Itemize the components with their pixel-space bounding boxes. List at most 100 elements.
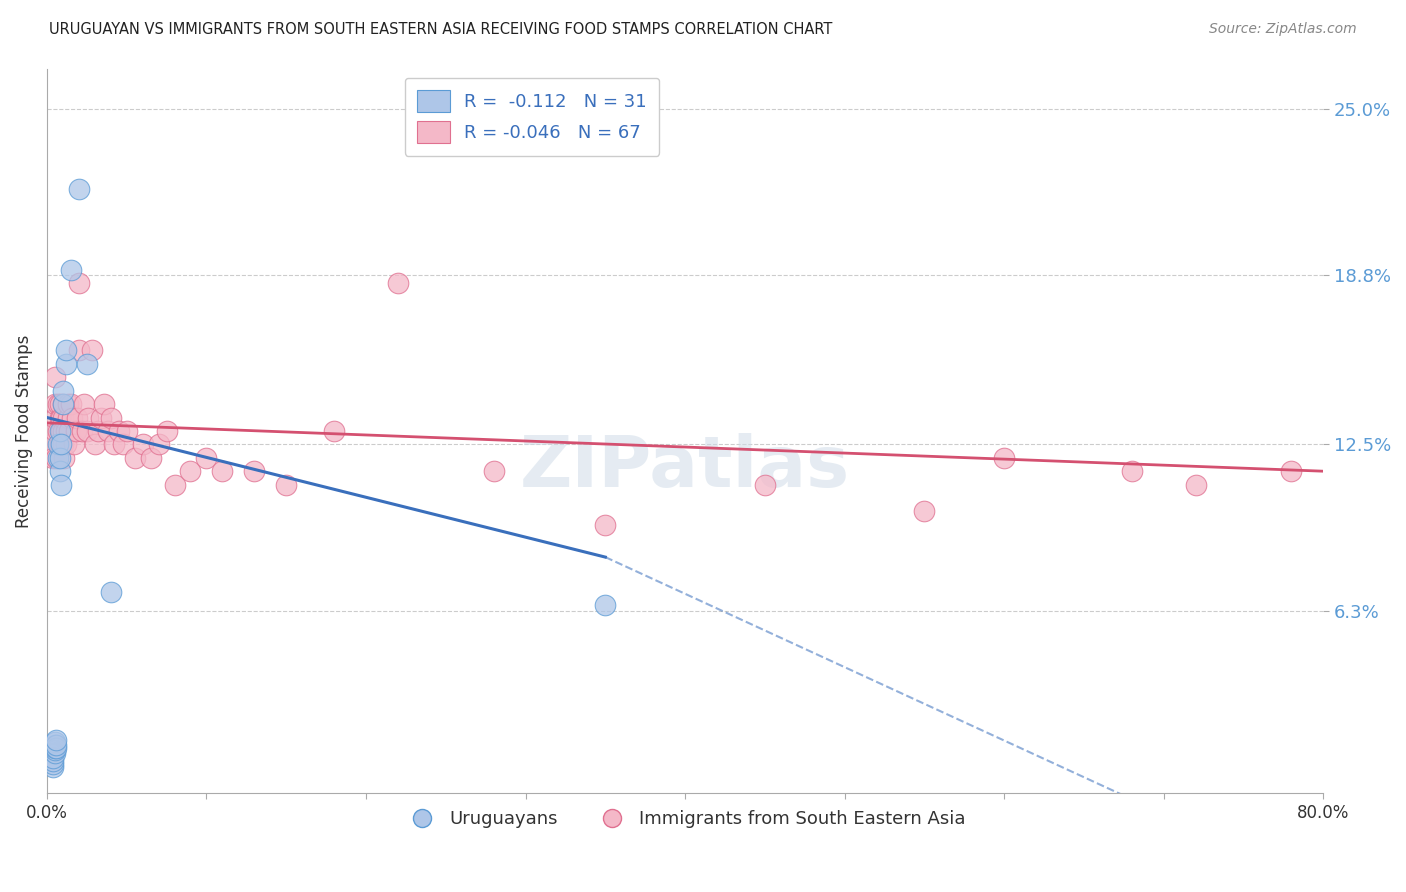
Point [754,477,776,491]
Point [387,277,409,291]
Point [211,464,233,478]
Point [46,424,69,438]
Point [44,743,66,757]
Point [76,424,98,438]
Point [59,263,82,277]
Point [44,735,66,749]
Point [993,450,1015,465]
Point [41,746,63,760]
Point [100,410,122,425]
Legend: Uruguayans, Immigrants from South Eastern Asia: Uruguayans, Immigrants from South Easter… [396,803,973,835]
Point [42,450,65,465]
Point [87,424,110,438]
Point [131,437,153,451]
Point [44,397,66,411]
Point [56,410,79,425]
Point [63,437,86,451]
Point [55,357,77,371]
Point [52,424,75,438]
Point [45,740,67,755]
Point [52,384,75,398]
Point [53,450,76,465]
Point [276,477,298,491]
Text: URUGUAYAN VS IMMIGRANTS FROM SOUTH EASTERN ASIA RECEIVING FOOD STAMPS CORRELATIO: URUGUAYAN VS IMMIGRANTS FROM SOUTH EASTE… [49,22,832,37]
Point [112,437,135,451]
Point [80,343,103,358]
Point [482,464,505,478]
Point [48,464,70,478]
Point [595,599,617,613]
Point [83,437,105,451]
Point [42,756,65,771]
Point [51,410,73,425]
Point [51,477,73,491]
Point [45,450,67,465]
Point [48,424,70,438]
Point [67,182,90,196]
Point [67,277,90,291]
Point [52,397,75,411]
Point [67,343,90,358]
Point [70,424,93,438]
Point [44,424,66,438]
Point [51,437,73,451]
Point [48,450,70,465]
Point [48,437,70,451]
Point [124,450,146,465]
Y-axis label: Receiving Food Stamps: Receiving Food Stamps [15,334,32,528]
Point [155,424,177,438]
Point [44,370,66,384]
Point [1281,464,1303,478]
Point [76,357,98,371]
Point [42,751,65,765]
Point [179,464,201,478]
Point [103,437,125,451]
Point [42,754,65,768]
Point [44,738,66,752]
Point [46,397,69,411]
Point [115,424,138,438]
Point [1184,477,1206,491]
Point [48,410,70,425]
Point [55,424,77,438]
Point [52,437,75,451]
Point [52,397,75,411]
Point [62,410,84,425]
Point [96,424,118,438]
Point [66,410,89,425]
Point [55,343,77,358]
Point [243,464,266,478]
Point [72,397,94,411]
Point [44,746,66,760]
Point [45,732,67,747]
Point [52,410,75,425]
Point [41,743,63,757]
Point [45,738,67,752]
Point [100,585,122,599]
Point [41,437,63,451]
Point [107,424,129,438]
Text: Source: ZipAtlas.com: Source: ZipAtlas.com [1209,22,1357,37]
Point [195,450,218,465]
Point [148,437,170,451]
Point [77,410,100,425]
Point [51,424,73,438]
Point [56,397,79,411]
Point [42,759,65,773]
Point [323,424,346,438]
Point [595,517,617,532]
Text: ZIPatlas: ZIPatlas [520,433,851,501]
Point [39,746,62,760]
Point [139,450,162,465]
Point [46,437,69,451]
Point [58,424,80,438]
Point [59,397,82,411]
Point [93,397,115,411]
Point [55,437,77,451]
Point [65,424,87,438]
Point [1121,464,1143,478]
Point [44,410,66,425]
Point [90,410,112,425]
Point [912,504,935,518]
Point [163,477,186,491]
